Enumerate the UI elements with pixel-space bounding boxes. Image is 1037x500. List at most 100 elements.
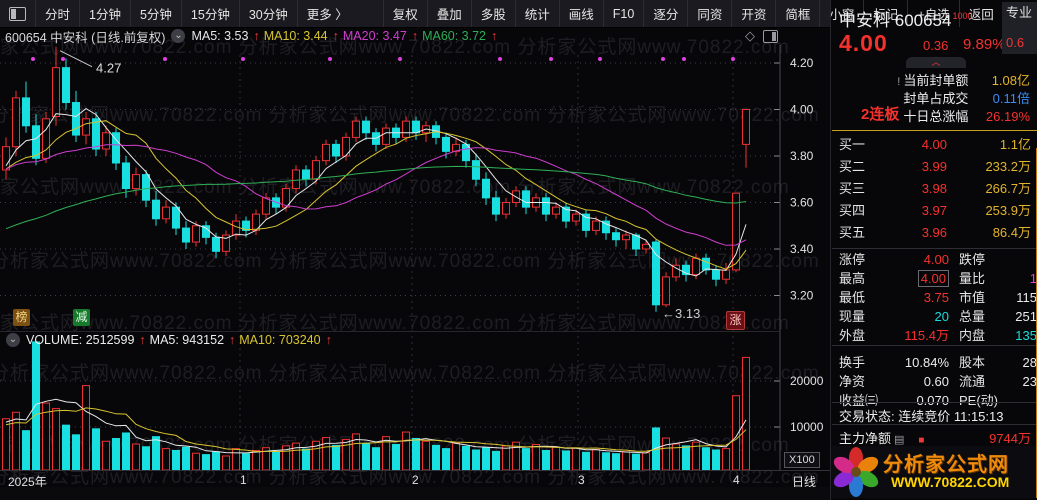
chevron-down-icon[interactable]: ⌄ <box>171 29 186 43</box>
detail-row: 收益㈢ 0.070 PE(动) <box>839 393 999 408</box>
up-arrow-icon: ↑ <box>491 29 498 43</box>
logo-title: 分析家公式网 <box>883 454 1009 476</box>
menu-item-7[interactable]: 叠加 <box>426 0 471 27</box>
edition-tag[interactable]: 专业 0.6 <box>1002 2 1037 54</box>
volume-header: ⌄ VOLUME: 2512599 ↑ MA5: 943152 ↑ MA10: 70… <box>0 331 780 348</box>
trade-status: 交易状态: 连续竞价 11:15:13 <box>839 409 1004 424</box>
svg-text:3.40: 3.40 <box>790 242 814 256</box>
x-axis: 2025年 1 2 3 4 日线 <box>0 470 830 489</box>
detail-row: 最低 3.75 市值 115 <box>839 290 1037 305</box>
quote-panel: 中安科 6006541000 专业 0.6 4.00 0.36 9.89% ︿ … <box>830 0 1037 500</box>
bid-row-3[interactable]: 买三 3.98 266.7万 <box>839 181 1031 196</box>
up-arrow-icon: ↑ <box>332 29 339 43</box>
last-price: 4.00 <box>839 30 888 56</box>
main-fund-label: 主力净额 <box>839 431 892 446</box>
detail-row: 外盘 115.4万 内盘 135 <box>839 328 1037 343</box>
menu-item-18[interactable]: +自选 <box>907 0 958 27</box>
stock-flag: 1000 <box>952 11 973 22</box>
layout-icon[interactable] <box>0 0 35 27</box>
chart-header: 600654 中安科 (日线.前复权) ⌄ MA5: 3.53 ↑ MA10: 3.… <box>0 27 830 45</box>
bid-row-1[interactable]: 买一 4.00 1.1亿 <box>839 137 1031 152</box>
divider <box>832 345 1037 346</box>
x-tick-label: 3 <box>578 473 585 487</box>
svg-text:20000: 20000 <box>790 374 824 388</box>
bottom-strip <box>0 487 830 500</box>
menu-item-10[interactable]: 画线 <box>558 0 603 27</box>
chart-title: 600654 中安科 (日线.前复权) <box>5 30 166 45</box>
bid-row-4[interactable]: 买四 3.97 253.9万 <box>839 203 1031 218</box>
menu-item-3[interactable]: 15分钟 <box>180 0 239 27</box>
up-arrow-icon: ↑ <box>139 333 146 347</box>
menu-item-19[interactable]: 返回 <box>958 0 1003 27</box>
menu-item-2[interactable]: 5分钟 <box>129 0 181 27</box>
svg-text:10000: 10000 <box>790 420 824 434</box>
info-row: ! 当前封单额 1.08亿 <box>897 73 1030 88</box>
ma-legend-item: MA10: 3.44 <box>263 29 328 43</box>
svg-text:4.00: 4.00 <box>790 103 814 117</box>
detail-row: 最高 4.00 量比 1 <box>839 270 1037 287</box>
ma-legend-item: MA5: 3.53 <box>191 29 249 43</box>
up-arrow-icon: ↑ <box>253 29 260 43</box>
main-candlestick-chart[interactable]: 4.20 4.00 3.80 3.60 3.40 3.20 4.27 ←3.13 <box>0 45 830 330</box>
bid-row-5[interactable]: 买五 3.96 86.4万 <box>839 225 1031 240</box>
header-tools: ◇ <box>745 28 778 44</box>
period-label: 日线 <box>792 475 817 489</box>
detail-row: 现量 20 总量 251 <box>839 309 1037 324</box>
info-row: 十日总涨幅 26.19% <box>903 109 1030 124</box>
menu-item-14[interactable]: 开资 <box>731 0 775 27</box>
detail-row: 涨停 4.00 跌停 <box>839 252 986 267</box>
menu-item-6[interactable]: 复权 <box>382 0 427 27</box>
svg-text:4.27: 4.27 <box>96 61 121 76</box>
split-window-icon[interactable] <box>763 29 778 43</box>
svg-text:3.20: 3.20 <box>790 289 814 303</box>
collapse-chevron-icon[interactable]: ︿ <box>906 57 966 68</box>
site-logo: 分析家公式网 WWW.70822.COM <box>831 446 1037 498</box>
menu-item-15[interactable]: 简框 <box>775 0 819 27</box>
menu-item-5[interactable]: 更多 〉 <box>296 0 357 27</box>
reduce-badge[interactable]: 减 <box>73 309 90 326</box>
ma-legend-item: MA20: 3.47 <box>342 29 407 43</box>
volume-chart[interactable]: 20000 10000 <box>0 330 830 470</box>
detail-row: 净资 0.60 流通 23 <box>839 374 1037 389</box>
menu-item-9[interactable]: 统计 <box>514 0 559 27</box>
up-arrow-icon: ↑ <box>325 333 332 347</box>
top-menu-bar: 分时 1分钟 5分钟 15分钟 30分钟 更多 〉复权 叠加 多股 统计 画线 F10 逐分 同资 开资简… <box>0 0 994 28</box>
watermark-text: 分析家公式网www.70822.com 分析家公式网www.70822.com … <box>0 105 820 126</box>
list-icon[interactable]: ▤ <box>894 434 905 446</box>
edition-label: 专业 <box>1006 5 1033 20</box>
menu-item-13[interactable]: 同资 <box>687 0 731 27</box>
ma-legend-item: MA60: 3.72 <box>422 29 487 43</box>
stock-code: 600654 <box>894 11 952 30</box>
bid-row-2[interactable]: 买二 3.99 233.2万 <box>839 159 1031 174</box>
rank-badge[interactable]: 榜 <box>13 309 30 326</box>
watermark-text: 分析家公式网www.70822.com 分析家公式网www.70822.com … <box>0 37 790 58</box>
watermark-text: 分析家公式网www.70822.com 分析家公式网www.70822.com … <box>0 313 790 334</box>
divider <box>832 248 1037 249</box>
consecutive-board-label: 2连板 <box>861 106 900 123</box>
divider <box>832 130 1037 131</box>
svg-text:3.60: 3.60 <box>790 196 814 210</box>
menu-item-17[interactable]: 标记 <box>863 0 907 27</box>
menu-item-12[interactable]: 逐分 <box>643 0 687 27</box>
menu-item-4[interactable]: 30分钟 <box>238 0 297 27</box>
flower-logo-icon <box>833 447 879 497</box>
svg-text:4.20: 4.20 <box>790 56 814 70</box>
x-tick-label: 2025年 <box>8 475 47 489</box>
svg-text:3.80: 3.80 <box>790 149 814 163</box>
rise-badge[interactable]: 涨 <box>726 311 745 330</box>
chevron-down-icon[interactable]: ⌄ <box>6 333 20 347</box>
info-row: 封单占成交 0.11倍 <box>903 91 1030 106</box>
divider <box>832 402 1037 403</box>
svg-text:←3.13: ←3.13 <box>662 306 700 321</box>
volume-value: VOLUME: 2512599 <box>26 333 135 347</box>
menu-item-11[interactable]: F10 <box>602 0 644 27</box>
volume-ma5: MA5: 943152 <box>149 333 225 347</box>
diamond-icon[interactable]: ◇ <box>745 28 755 43</box>
menu-item-16[interactable]: 小窗 <box>819 0 863 27</box>
menu-item-0[interactable]: 分时 <box>35 0 79 27</box>
volume-unit-label: X100 <box>784 452 820 468</box>
menu-item-1[interactable]: 1分钟 <box>79 0 130 27</box>
ma-legend: MA5: 3.53 ↑ MA10: 3.44 ↑ MA20: 3.47 ↑ MA60: 3.… <box>191 29 501 43</box>
menu-item-8[interactable]: 多股 <box>470 0 515 27</box>
